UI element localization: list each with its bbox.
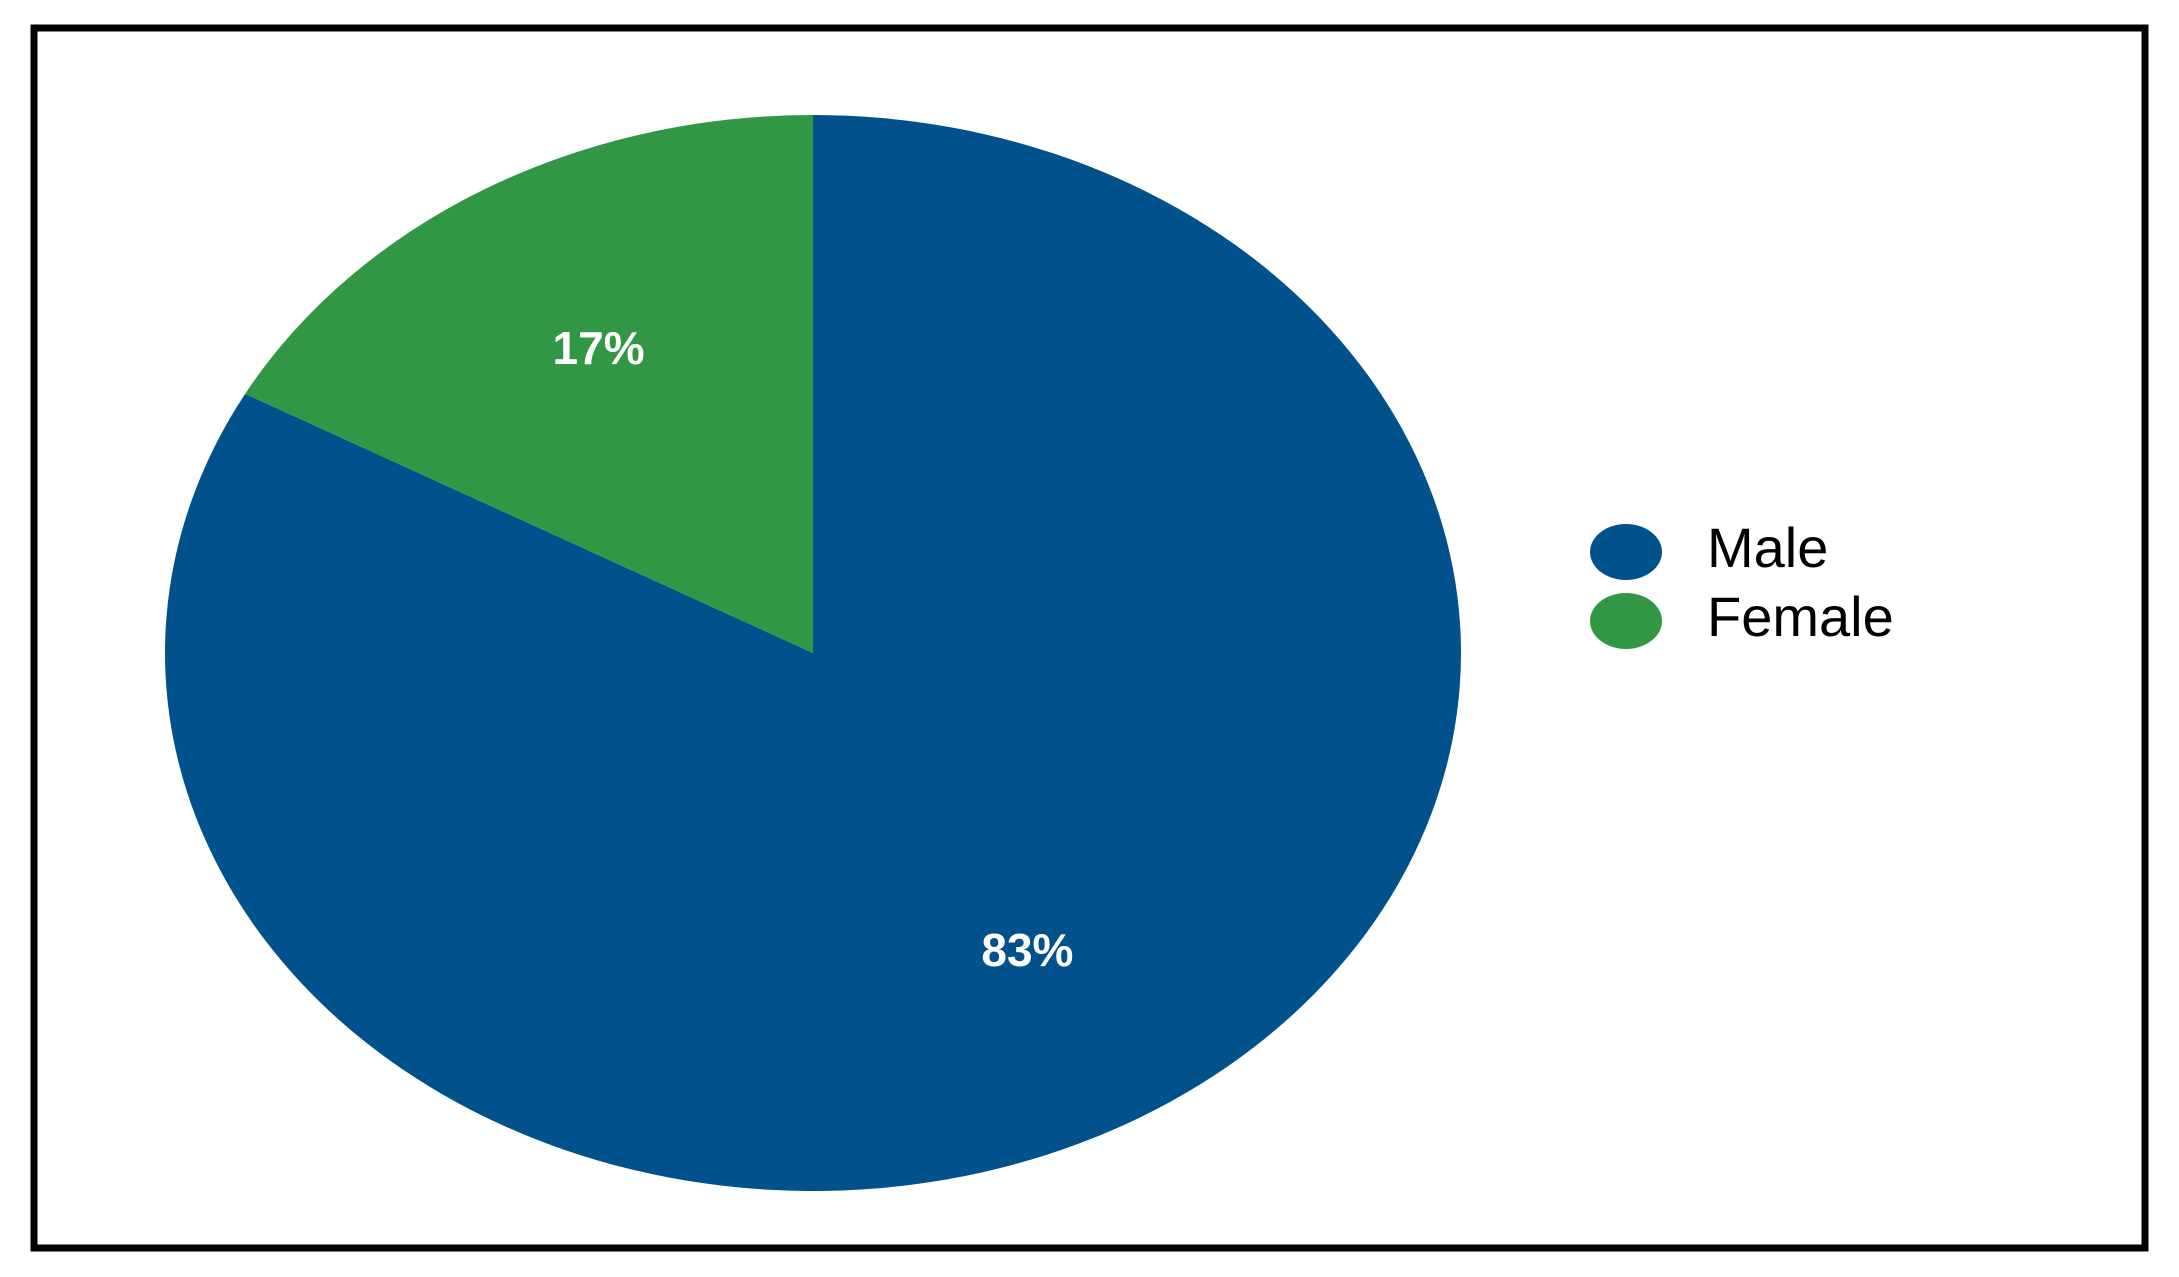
legend-swatch [1590,593,1662,649]
data-label: 17% [553,322,645,374]
legend-label: Male [1707,516,1828,579]
data-label: 83% [981,924,1073,976]
legend-swatch [1590,524,1662,580]
legend-label: Female [1707,585,1894,648]
pie-slice [164,115,1462,1191]
pie-slice [245,115,814,653]
